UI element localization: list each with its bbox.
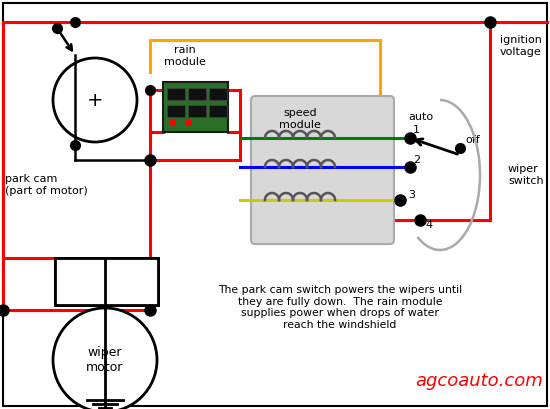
Text: 2: 2 [413,155,420,165]
Bar [55,258,158,305]
Text: auto: auto [408,112,433,122]
Bar [188,105,206,117]
Text: wiper
motor: wiper motor [86,346,124,374]
Bar [163,82,228,132]
Circle shape [53,308,157,409]
Text: wiper
switch: wiper switch [508,164,543,186]
Bar [167,105,185,117]
Bar [167,88,185,100]
Text: ignition
voltage: ignition voltage [500,35,542,56]
Text: +: + [87,90,103,110]
Text: 4: 4 [425,220,432,230]
Text: park cam
(part of motor): park cam (part of motor) [5,174,88,196]
FancyBboxPatch shape [251,96,394,244]
Text: 3: 3 [408,190,415,200]
Text: off: off [465,135,480,145]
Text: agcoauto.com: agcoauto.com [415,372,543,390]
Text: rain
module: rain module [164,45,206,67]
Text: The park cam switch powers the wipers until
they are fully down.  The rain modul: The park cam switch powers the wipers un… [218,285,462,330]
Bar [55,258,158,305]
Bar [209,88,227,100]
Text: speed
module: speed module [279,108,321,130]
Bar [209,105,227,117]
Bar [55,258,158,305]
Text: 1: 1 [413,125,420,135]
Bar [188,88,206,100]
